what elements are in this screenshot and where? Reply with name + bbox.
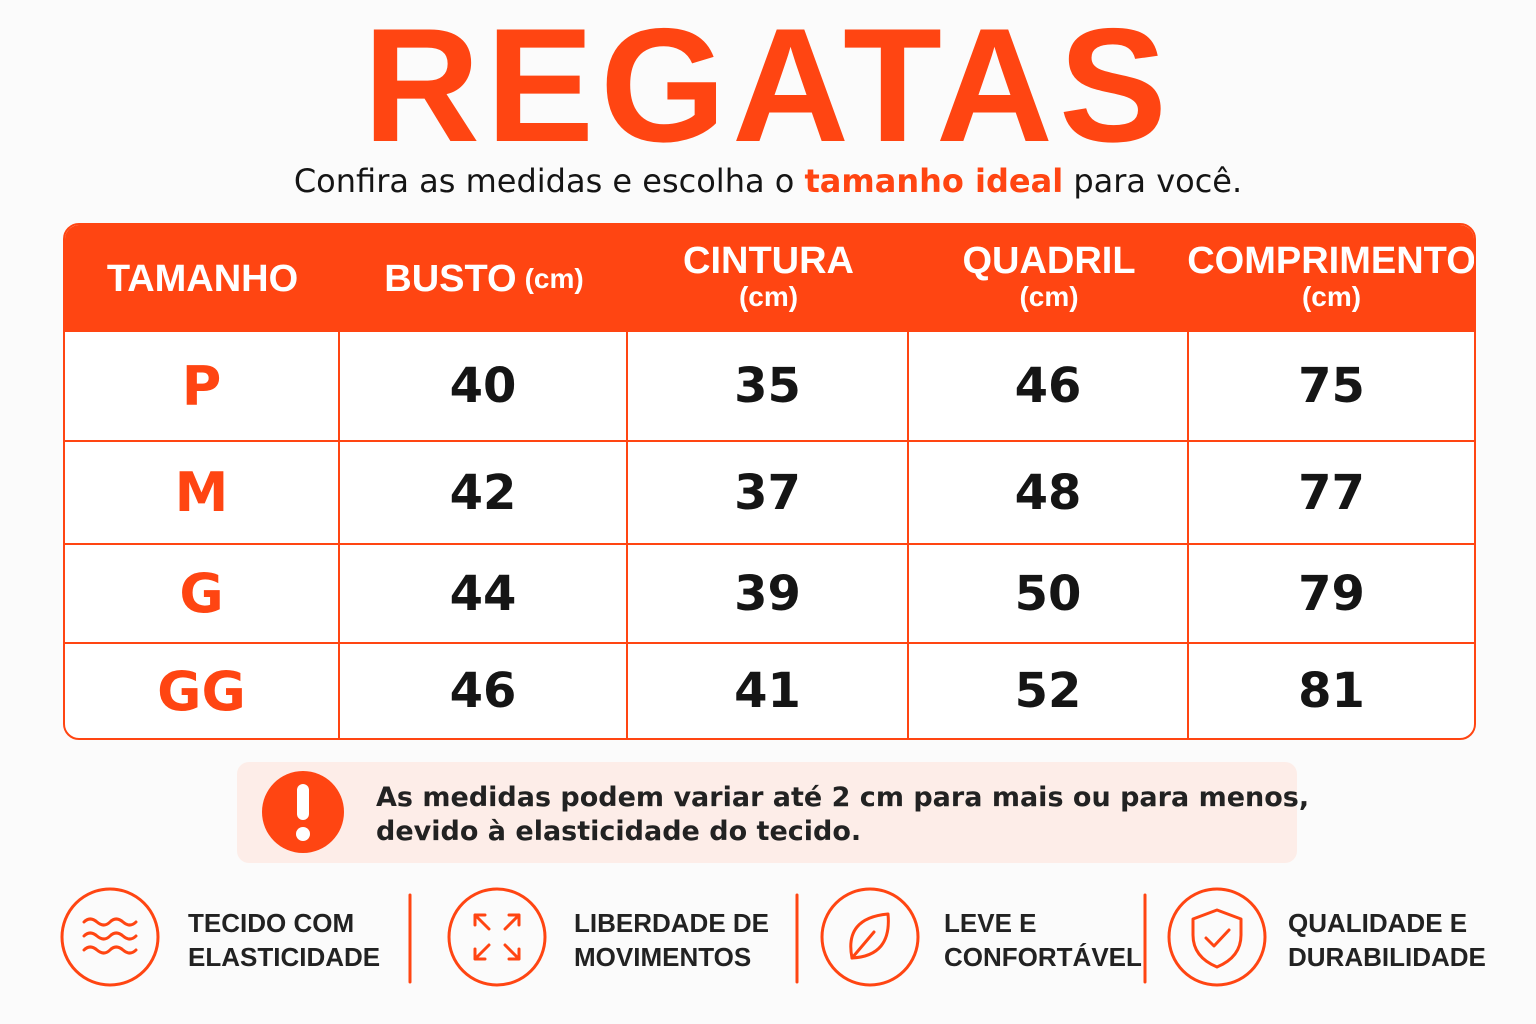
size-cell: G <box>65 545 340 644</box>
feature-label: ELASTICIDADE <box>188 942 381 972</box>
header-cell: CINTURA (cm) <box>628 225 909 332</box>
header-cell: BUSTO (cm) <box>340 225 628 332</box>
value-cell: 79 <box>1189 545 1474 644</box>
subtitle: Confira as medidas e escolha o tamanho i… <box>0 162 1536 200</box>
size-cell: M <box>65 442 340 545</box>
note-line: As medidas podem variar até 2 cm para ma… <box>376 782 1310 813</box>
value-cell: 46 <box>909 332 1189 442</box>
title: REGATAS <box>363 0 1173 176</box>
header-cell: TAMANHO <box>65 225 340 332</box>
header-unit: (cm) <box>738 280 799 312</box>
subtitle-text: Confira as medidas e escolha o <box>293 162 795 200</box>
value-cell: 52 <box>909 644 1189 738</box>
value-cell: 37 <box>628 442 909 545</box>
header-label: COMPRIMENTO <box>1187 239 1476 282</box>
value-cell: 35 <box>628 332 909 442</box>
feature-label: MOVIMENTOS <box>574 942 752 972</box>
header-label: TAMANHO <box>106 257 299 300</box>
subtitle-text: para você. <box>1073 162 1243 200</box>
note-box <box>237 762 1297 863</box>
alert-icon <box>297 784 309 820</box>
feature-label: CONFORTÁVEL <box>944 942 1142 972</box>
value-cell: 39 <box>628 545 909 644</box>
value-cell: 75 <box>1189 332 1474 442</box>
feature-icon <box>1191 908 1243 969</box>
header-cell: COMPRIMENTO (cm) <box>1187 225 1476 332</box>
header-cell: QUADRIL (cm) <box>909 225 1189 332</box>
header-label: QUADRIL <box>962 239 1136 282</box>
value-cell: 41 <box>628 644 909 738</box>
value-cell: 40 <box>340 332 628 442</box>
value-cell: 46 <box>340 644 628 738</box>
header-unit: (cm) <box>524 262 584 294</box>
value-cell: 50 <box>909 545 1189 644</box>
feature-icon <box>82 917 138 955</box>
value-cell: 81 <box>1298 663 1365 719</box>
subtitle-highlight: tamanho ideal <box>804 162 1064 200</box>
size-cell: GG <box>65 644 340 738</box>
feature-icon <box>473 913 521 961</box>
header-label: BUSTO <box>384 257 517 300</box>
header-unit: (cm) <box>1019 280 1079 312</box>
size-table: TAMANHO BUSTO (cm) CINTURA (cm) QUADRIL (cm) CO… <box>63 223 1476 740</box>
value-cell: 42 <box>340 442 628 545</box>
feature-icon <box>1167 887 1267 987</box>
feature-label: DURABILIDADE <box>1288 942 1486 972</box>
feature-label: TECIDO COM <box>188 908 355 938</box>
feature-label: QUALIDADE E <box>1288 908 1468 938</box>
note-line: devido à elasticidade do tecido. <box>376 816 862 847</box>
feature-icon <box>447 887 547 987</box>
value-cell: 48 <box>909 442 1189 545</box>
size-cell: P <box>65 332 340 442</box>
feature-icon <box>60 887 160 987</box>
alert-icon <box>296 827 310 841</box>
feature-icon <box>820 887 920 987</box>
value-cell: 77 <box>1189 442 1474 545</box>
header-label: CINTURA <box>683 239 854 282</box>
header-unit: (cm) <box>1301 280 1362 312</box>
feature-label: LEVE E <box>944 908 1037 938</box>
feature-label: LIBERDADE DE <box>574 908 770 938</box>
feature-icon <box>849 912 890 960</box>
value-cell: 44 <box>340 545 628 644</box>
